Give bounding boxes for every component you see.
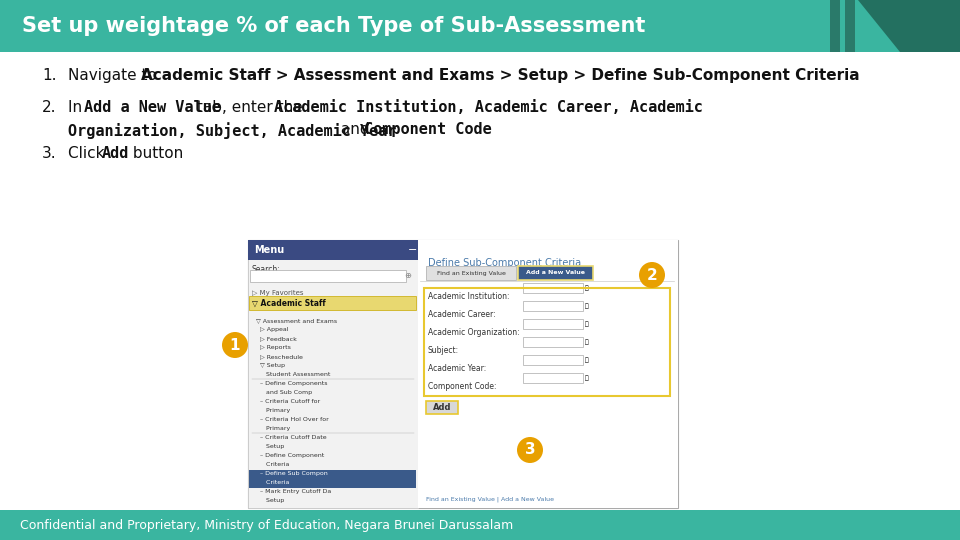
Text: Navigate to: Navigate to: [68, 68, 161, 83]
FancyBboxPatch shape: [0, 510, 960, 540]
Text: and: and: [336, 122, 374, 137]
Circle shape: [222, 332, 248, 358]
FancyBboxPatch shape: [248, 240, 678, 508]
Text: Add a New Value: Add a New Value: [525, 271, 585, 275]
Text: Add: Add: [433, 403, 451, 412]
Text: ▷ Feedback: ▷ Feedback: [252, 336, 297, 341]
FancyBboxPatch shape: [830, 0, 840, 52]
FancyBboxPatch shape: [523, 337, 583, 347]
Text: Student Assessment: Student Assessment: [252, 372, 330, 377]
FancyBboxPatch shape: [0, 0, 960, 52]
Text: ▽ Assessment and Exams: ▽ Assessment and Exams: [252, 318, 337, 323]
Text: ⊕: ⊕: [404, 272, 411, 280]
Text: Criteria: Criteria: [252, 462, 289, 467]
FancyBboxPatch shape: [248, 240, 418, 260]
FancyBboxPatch shape: [426, 401, 458, 414]
Text: – Criteria Hol Over for: – Criteria Hol Over for: [252, 417, 328, 422]
FancyBboxPatch shape: [523, 355, 583, 365]
Text: 2.: 2.: [42, 100, 57, 115]
Text: Academic Career:: Academic Career:: [428, 310, 495, 319]
Text: Academic Institution, Academic Career, Academic: Academic Institution, Academic Career, A…: [274, 100, 703, 115]
FancyBboxPatch shape: [523, 283, 583, 293]
Text: Criteria: Criteria: [252, 480, 289, 485]
FancyBboxPatch shape: [523, 373, 583, 383]
Text: and Sub Comp: and Sub Comp: [252, 390, 312, 395]
Text: Component Code: Component Code: [364, 122, 492, 137]
Text: 2: 2: [647, 267, 658, 282]
FancyBboxPatch shape: [518, 266, 593, 280]
FancyBboxPatch shape: [250, 270, 406, 282]
Text: Menu: Menu: [254, 245, 284, 255]
Text: ▷ Reports: ▷ Reports: [252, 345, 291, 350]
FancyBboxPatch shape: [418, 240, 678, 508]
Text: 🔍: 🔍: [585, 303, 588, 309]
Text: Add: Add: [102, 146, 130, 161]
Text: – Criteria Cutoff for: – Criteria Cutoff for: [252, 399, 320, 404]
FancyBboxPatch shape: [249, 479, 416, 488]
Text: Confidential and Proprietary, Ministry of Education, Negara Brunei Darussalam: Confidential and Proprietary, Ministry o…: [20, 518, 514, 531]
Text: Primary: Primary: [252, 408, 290, 413]
Text: – Define Components: – Define Components: [252, 381, 327, 386]
Text: – Define Component: – Define Component: [252, 453, 324, 458]
Text: Setup: Setup: [252, 498, 284, 503]
Text: Subject:: Subject:: [428, 346, 459, 355]
Text: 3: 3: [525, 442, 536, 457]
FancyBboxPatch shape: [249, 470, 416, 479]
Text: Find an Existing Value | Add a New Value: Find an Existing Value | Add a New Value: [426, 496, 554, 502]
FancyBboxPatch shape: [248, 240, 418, 508]
Text: Setup: Setup: [252, 444, 284, 449]
Text: Primary: Primary: [252, 426, 290, 431]
Text: 🔍: 🔍: [585, 285, 588, 291]
Text: Academic Staff > Assessment and Exams > Setup > Define Sub-Component Criteria: Academic Staff > Assessment and Exams > …: [141, 68, 859, 83]
Text: 🔍: 🔍: [585, 321, 588, 327]
Text: 🔍: 🔍: [585, 375, 588, 381]
Text: Component Code:: Component Code:: [428, 382, 496, 391]
Text: 🔍: 🔍: [585, 357, 588, 363]
Text: Academic Year:: Academic Year:: [428, 364, 487, 373]
Text: – Mark Entry Cutoff Da: – Mark Entry Cutoff Da: [252, 489, 331, 494]
Text: −: −: [408, 245, 418, 255]
Text: Organization, Subject, Academic Year: Organization, Subject, Academic Year: [68, 122, 396, 139]
FancyBboxPatch shape: [426, 266, 516, 280]
Text: In: In: [68, 100, 87, 115]
Text: ▽ Setup: ▽ Setup: [252, 363, 285, 368]
Text: ▷ Reschedule: ▷ Reschedule: [252, 354, 302, 359]
Circle shape: [517, 437, 543, 463]
Text: 1.: 1.: [42, 68, 57, 83]
Text: button: button: [128, 146, 183, 161]
Text: Find an Existing Value: Find an Existing Value: [437, 271, 505, 275]
Text: Define Sub-Component Criteria: Define Sub-Component Criteria: [428, 258, 581, 268]
Text: 🔍: 🔍: [585, 339, 588, 345]
Text: ▷ Appeal: ▷ Appeal: [252, 327, 289, 332]
Text: – Criteria Cutoff Date: – Criteria Cutoff Date: [252, 435, 326, 440]
Text: – Define Sub Compon: – Define Sub Compon: [252, 471, 327, 476]
Text: Set up weightage % of each Type of Sub-Assessment: Set up weightage % of each Type of Sub-A…: [22, 16, 645, 36]
Polygon shape: [858, 0, 960, 52]
Text: tab, enter the: tab, enter the: [192, 100, 307, 115]
FancyBboxPatch shape: [523, 301, 583, 311]
FancyBboxPatch shape: [523, 319, 583, 329]
Text: Add a New Value: Add a New Value: [84, 100, 221, 115]
Text: Click: Click: [68, 146, 109, 161]
Text: Search:: Search:: [252, 265, 280, 274]
Text: Academic Institution:: Academic Institution:: [428, 292, 510, 301]
Circle shape: [639, 262, 665, 288]
Text: 3.: 3.: [42, 146, 57, 161]
FancyBboxPatch shape: [845, 0, 855, 52]
Text: ▽ Academic Staff: ▽ Academic Staff: [252, 299, 325, 307]
Text: 1: 1: [229, 338, 240, 353]
Text: Academic Organization:: Academic Organization:: [428, 328, 519, 337]
Text: ▷ My Favorites: ▷ My Favorites: [252, 290, 303, 296]
FancyBboxPatch shape: [249, 296, 416, 310]
